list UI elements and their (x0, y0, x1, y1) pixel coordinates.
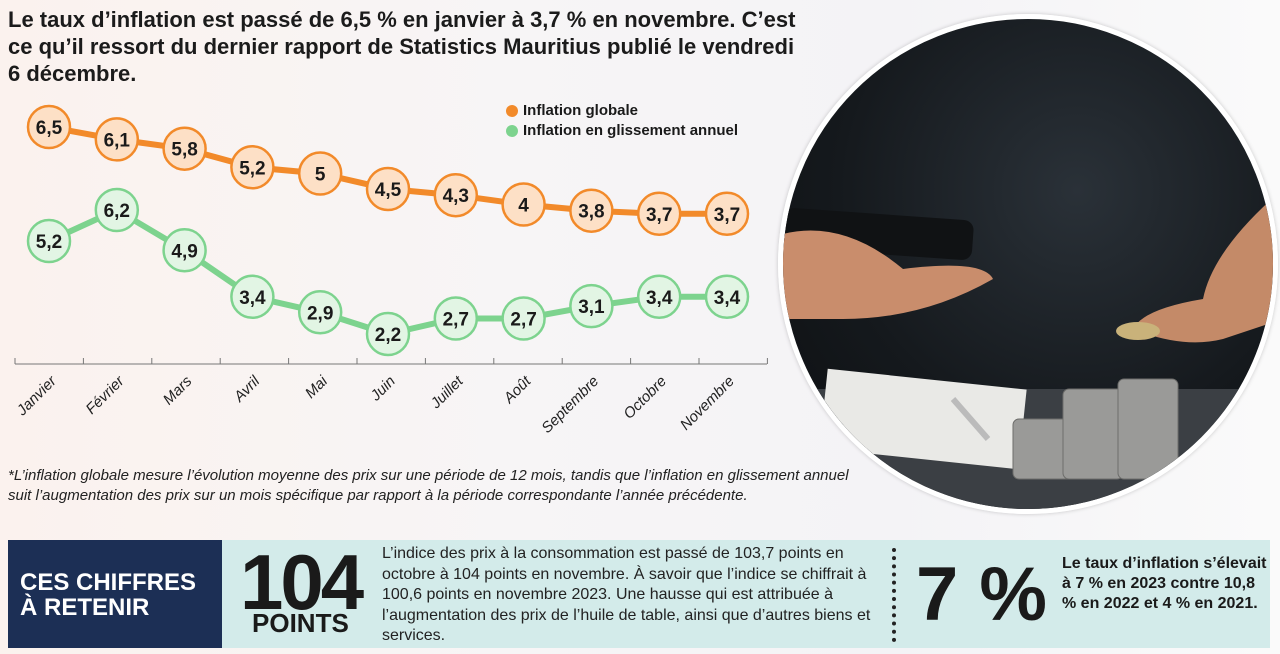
data-label: 3,4 (646, 288, 673, 309)
title-line-2: À RETENIR (20, 594, 150, 621)
data-label: 3,8 (578, 202, 604, 223)
data-label: 5 (315, 165, 326, 186)
data-label: 3,4 (714, 288, 741, 309)
legend-orange-dot-icon (506, 104, 518, 117)
x-tick-label: Août (500, 372, 535, 407)
data-label: 5,2 (36, 232, 62, 253)
data-label: 3,4 (239, 288, 266, 309)
data-label: 3,1 (578, 297, 605, 318)
x-tick-label: Novembre (677, 373, 738, 434)
data-label: 2,7 (443, 310, 469, 331)
footnote: *L’inflation globale mesure l’évolution … (8, 467, 849, 504)
legend-label: Inflation en glissement annuel (523, 122, 739, 139)
data-label: 5,8 (171, 140, 197, 161)
data-point-marker (501, 182, 546, 227)
coins-phone-illustration (783, 197, 1273, 509)
figure-104-unit: POINTS (252, 608, 349, 638)
figure-7-percent: 7 % (916, 552, 1047, 637)
data-label: 6,2 (104, 201, 130, 222)
key-figures-panel: CES CHIFFRES À RETENIR 104 POINTS L’indi… (8, 540, 1270, 648)
data-label: 2,2 (375, 325, 401, 346)
title-line-1: CES CHIFFRES (20, 569, 197, 596)
dotted-divider (892, 548, 896, 642)
data-point: 3,8 (569, 188, 614, 233)
data-label: 4,9 (171, 241, 197, 262)
data-label: 6,1 (104, 130, 131, 151)
data-point-marker (230, 145, 275, 190)
data-point-marker (297, 290, 343, 335)
data-label: 4,5 (375, 180, 402, 201)
data-point-marker (501, 296, 546, 341)
headline: Le taux d’inflation est passé de 6,5 % e… (8, 7, 796, 86)
data-point: 4,3 (433, 172, 479, 218)
data-point-marker (94, 117, 140, 162)
data-point: 4,5 (365, 166, 411, 212)
data-point-marker (636, 191, 682, 237)
legend-item-glissement: Inflation en glissement annuel (506, 122, 738, 139)
data-point-marker (297, 151, 343, 196)
data-point-marker (569, 188, 614, 233)
x-tick-label: Mai (302, 372, 332, 402)
data-point: 6,2 (94, 187, 140, 233)
data-point: 2,7 (501, 296, 546, 341)
data-point-marker (433, 172, 479, 218)
data-point: 4 (501, 182, 546, 227)
data-point: 5 (297, 151, 343, 196)
data-point: 3,4 (230, 274, 275, 320)
data-point: 3,4 (636, 274, 682, 320)
data-point-marker (230, 274, 275, 320)
x-tick-label: Juin (367, 373, 399, 405)
data-point: 2,9 (297, 290, 343, 335)
figure-104-text: L’indice des prix à la consommation est … (382, 545, 871, 644)
x-tick-label: Janvier (13, 372, 61, 420)
data-point-marker (26, 218, 72, 264)
key-figures-title: CES CHIFFRES À RETENIR (8, 540, 222, 648)
data-point-marker (94, 187, 140, 233)
data-point: 5,2 (230, 145, 275, 190)
data-point: 6,5 (26, 104, 72, 150)
data-label: 3,7 (646, 205, 672, 226)
x-tick-label: Juillet (427, 372, 467, 412)
data-label: 2,7 (510, 310, 536, 331)
x-tick-label: Mars (160, 372, 196, 408)
x-tick-label: Février (83, 372, 129, 418)
legend-green-dot-icon (506, 124, 518, 137)
data-label: 2,9 (307, 303, 333, 324)
x-tick-label: Octobre (620, 373, 670, 423)
data-label: 6,5 (36, 118, 63, 139)
data-point-marker (162, 228, 207, 273)
line-chart: Janvier Février Mars Avril Mai Juin Juillet Aoû… (13, 104, 768, 437)
legend-item-globale: Inflation globale (506, 102, 638, 119)
x-tick-label: Avril (230, 372, 264, 406)
data-point-marker (704, 191, 750, 237)
data-point-marker (162, 126, 207, 171)
data-point: 5,8 (162, 126, 207, 171)
data-point-marker (636, 274, 682, 320)
data-point: 2,7 (433, 296, 479, 341)
photo-hands-coins (778, 14, 1278, 514)
data-point: 3,7 (704, 191, 750, 237)
data-label: 5,2 (239, 158, 265, 179)
data-point-marker (569, 283, 614, 329)
figure-104: 104 (240, 538, 364, 626)
data-label: 4,3 (443, 186, 469, 207)
x-tick-label: Septembre (538, 373, 602, 437)
data-point-marker (704, 274, 750, 320)
legend-label: Inflation globale (523, 102, 638, 119)
data-point: 6,1 (94, 117, 140, 162)
data-point-marker (365, 311, 411, 357)
data-point-marker (365, 166, 411, 212)
data-point: 4,9 (162, 228, 207, 273)
data-point-marker (26, 104, 72, 150)
figure-7-text: Le taux d’inflation s’élevait à 7 % en 2… (1062, 555, 1267, 612)
data-label: 3,7 (714, 205, 740, 226)
data-label: 4 (518, 196, 529, 217)
data-point: 2,2 (365, 311, 411, 357)
data-point: 5,2 (26, 218, 72, 264)
data-point: 3,1 (569, 283, 614, 329)
data-point-marker (433, 296, 479, 341)
data-point: 3,7 (636, 191, 682, 237)
data-point: 3,4 (704, 274, 750, 320)
